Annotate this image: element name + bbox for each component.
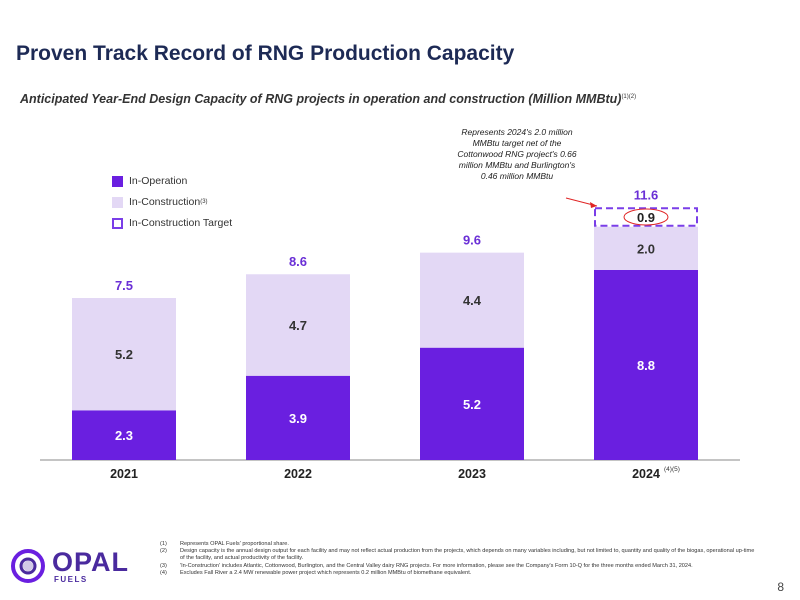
- bar-label-target-2024: 0.9: [637, 210, 655, 225]
- bar-target-2024: [594, 207, 698, 227]
- footnote-text: Excludes Fall River a 2.4 MW renewable p…: [180, 569, 472, 576]
- legend-label-in-operation: In-Operation: [129, 175, 188, 187]
- bar-label-in-construction-2021: 5.2: [115, 347, 133, 362]
- footnote-4: (4) Excludes Fall River a 2.4 MW renewabl…: [160, 570, 760, 577]
- legend-swatch-in-operation: [112, 175, 123, 187]
- legend-footnote-ref: (3): [200, 199, 208, 205]
- bar-in-operation-2021: [72, 410, 176, 460]
- x-tick-label-2023: 2023: [458, 467, 486, 481]
- footnote-text: Represents OPAL Fuels' proportional shar…: [180, 541, 289, 547]
- footnote-number: (2): [160, 548, 167, 555]
- bar-total-label-2021: 7.5: [115, 278, 133, 293]
- legend-item-in-construction: In-Construction (3): [112, 193, 232, 211]
- bar-label-in-operation-2022: 3.9: [289, 411, 307, 426]
- bar-in-construction-2024: [594, 226, 698, 270]
- footnote-number: (3): [160, 562, 167, 569]
- bar-in-operation-2022: [246, 375, 350, 460]
- legend-swatch-target: [112, 217, 123, 229]
- bar-label-in-construction-2022: 4.7: [289, 318, 307, 333]
- x-tick-label-2022: 2022: [284, 467, 312, 481]
- company-logo: OPAL FUELS: [10, 548, 129, 584]
- logo-wordmark: OPAL: [52, 546, 129, 577]
- bar-label-in-construction-2023: 4.4: [463, 293, 482, 308]
- subtitle-footnote-ref: (1)(2): [621, 93, 637, 100]
- bar-label-in-operation-2023: 5.2: [463, 397, 481, 412]
- bar-in-operation-2023: [420, 347, 524, 460]
- logo-subtext: FUELS: [54, 574, 88, 584]
- bar-total-label-2023: 9.6: [463, 233, 481, 248]
- chart-subtitle-text: Anticipated Year-End Design Capacity of …: [20, 92, 622, 106]
- footnote-number: (1): [160, 541, 167, 547]
- bar-in-operation-2024: [594, 269, 698, 460]
- bar-total-label-2024: 11.6: [634, 187, 659, 202]
- chart-legend: In-Operation In-Construction (3) In-Const…: [112, 172, 232, 235]
- bar-label-in-operation-2024: 8.8: [637, 358, 655, 373]
- footnotes: (1) Represents OPAL Fuels' proportional s…: [160, 541, 760, 577]
- footnote-text: 'In-Construction' includes Atlantic, Cot…: [180, 562, 693, 569]
- legend-item-in-operation: In-Operation: [112, 172, 232, 190]
- bar-in-construction-2021: [72, 298, 176, 411]
- footnote-number: (4): [160, 569, 167, 576]
- legend-label-in-construction: In-Construction: [129, 196, 201, 208]
- bar-label-in-construction-2024: 2.0: [637, 241, 655, 256]
- page-number: 8: [777, 580, 784, 594]
- target-annotation: Represents 2024's 2.0 million MMBtu targ…: [457, 127, 577, 181]
- legend-label-target: In-Construction Target: [129, 217, 233, 229]
- x-tick-label-2024: 2024: [632, 467, 660, 481]
- annotation-arrow-head: [590, 202, 597, 208]
- bar-label-in-operation-2021: 2.3: [115, 428, 133, 443]
- footnote-3: (3) 'In-Construction' includes Atlantic, …: [160, 563, 760, 570]
- legend-item-target: In-Construction Target: [112, 214, 232, 232]
- footnote-text: Design capacity is the annual design out…: [180, 548, 755, 562]
- chart-subtitle: Anticipated Year-End Design Capacity of …: [20, 92, 636, 106]
- opal-logo-icon: [11, 549, 45, 583]
- x-tick-label-2021: 2021: [110, 467, 138, 481]
- bar-in-construction-2023: [420, 252, 524, 348]
- legend-swatch-in-construction: [112, 196, 123, 208]
- bar-total-label-2022: 8.6: [289, 254, 307, 269]
- bar-in-construction-2022: [246, 274, 350, 376]
- x-tick-footnote-ref-2024: (4)(5): [664, 466, 680, 473]
- footnote-2: (2) Design capacity is the annual design …: [160, 548, 760, 562]
- page-title: Proven Track Record of RNG Production Ca…: [16, 42, 515, 65]
- footnote-1: (1) Represents OPAL Fuels' proportional s…: [160, 541, 760, 548]
- target-highlight-ellipse: [623, 208, 669, 226]
